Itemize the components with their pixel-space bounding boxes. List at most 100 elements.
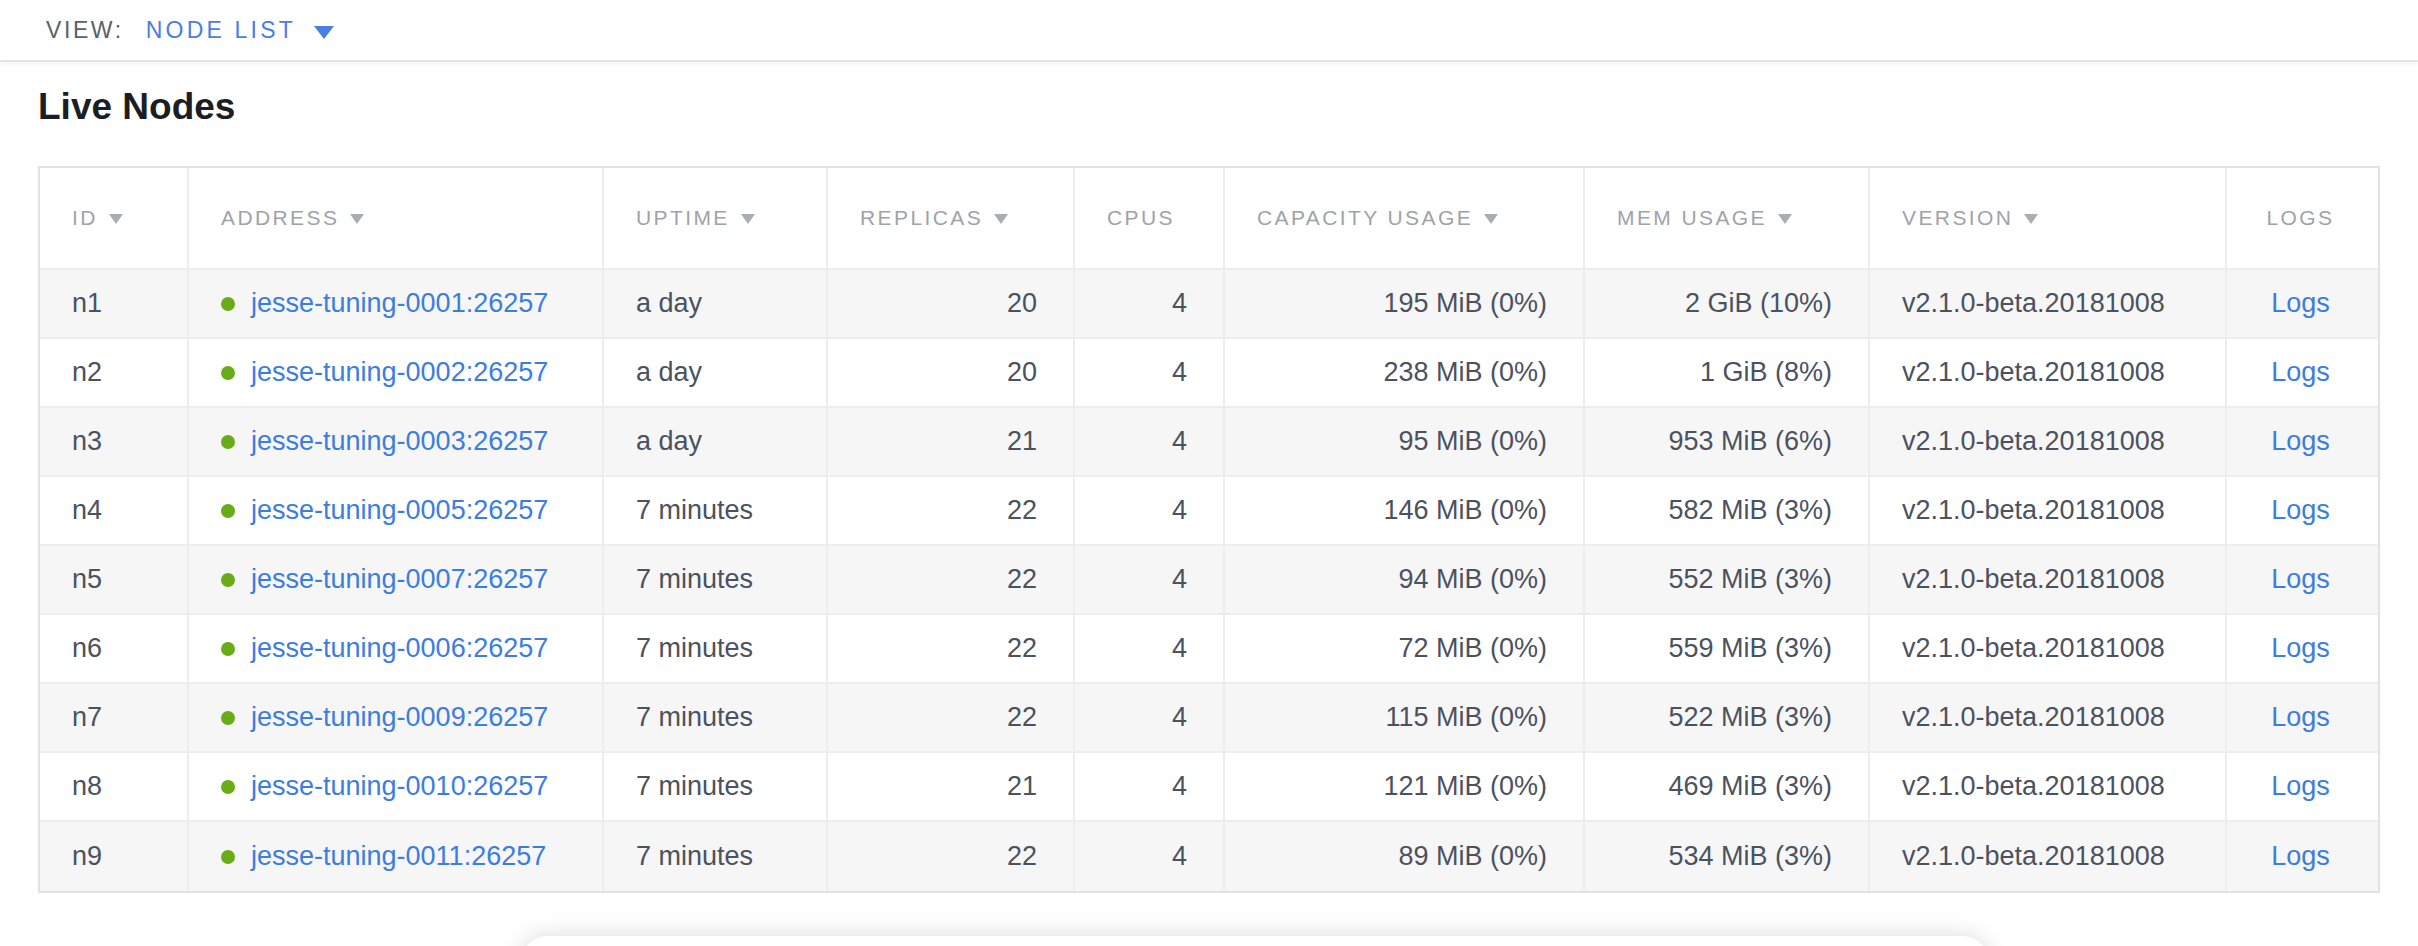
sort-arrow-icon <box>350 214 364 224</box>
logs-link[interactable]: Logs <box>2271 564 2330 594</box>
cell-mem: 552 MiB (3%) <box>1585 546 1870 615</box>
cell-value: n5 <box>72 564 102 594</box>
cell-value: 146 MiB (0%) <box>1383 495 1547 525</box>
column-header-id[interactable]: ID <box>40 168 189 270</box>
cell-value: v2.1.0-beta.20181008 <box>1902 633 2165 663</box>
column-header-replicas[interactable]: REPLICAS <box>828 168 1075 270</box>
node-live-status-icon <box>221 297 235 311</box>
node-live-status-icon <box>221 711 235 725</box>
cell-uptime: 7 minutes <box>604 477 828 546</box>
logs-link[interactable]: Logs <box>2271 702 2330 732</box>
view-dropdown-value[interactable]: NODE LIST <box>146 17 296 44</box>
cell-mem: 953 MiB (6%) <box>1585 408 1870 477</box>
cell-value: 552 MiB (3%) <box>1668 564 1832 594</box>
cell-mem: 534 MiB (3%) <box>1585 822 1870 891</box>
cell-address: jesse-tuning-0005:26257 <box>189 477 604 546</box>
logs-link[interactable]: Logs <box>2271 771 2330 801</box>
cell-value: 7 minutes <box>636 633 753 663</box>
table-header: IDADDRESSUPTIMEREPLICAS CPUS CAPACITY USAG… <box>40 168 2378 270</box>
logs-link[interactable]: Logs <box>2271 841 2330 871</box>
cell-value: 4 <box>1172 633 1187 663</box>
node-address-link[interactable]: jesse-tuning-0011:26257 <box>251 841 546 871</box>
cell-cpus: 4 <box>1075 753 1225 822</box>
cell-logs: Logs <box>2227 753 2378 822</box>
cell-value: v2.1.0-beta.20181008 <box>1902 495 2165 525</box>
cell-value: 94 MiB (0%) <box>1398 564 1547 594</box>
cell-value: 522 MiB (3%) <box>1668 702 1832 732</box>
logs-link[interactable]: Logs <box>2271 495 2330 525</box>
bottom-card-shadow <box>520 936 1990 946</box>
table-row: n8jesse-tuning-0010:262577 minutes214121… <box>40 753 2378 822</box>
column-header-address[interactable]: ADDRESS <box>189 168 604 270</box>
cell-capacity: 94 MiB (0%) <box>1225 546 1585 615</box>
cell-value: n6 <box>72 633 102 663</box>
column-header-mem[interactable]: MEM USAGE <box>1585 168 1870 270</box>
column-header-label: LOGS <box>2267 206 2335 229</box>
cell-logs: Logs <box>2227 270 2378 339</box>
cell-version: v2.1.0-beta.20181008 <box>1870 270 2227 339</box>
cell-replicas: 20 <box>828 339 1075 408</box>
logs-link[interactable]: Logs <box>2271 288 2330 318</box>
cell-value: 4 <box>1172 288 1187 318</box>
cell-value: 582 MiB (3%) <box>1668 495 1832 525</box>
cell-value: 4 <box>1172 564 1187 594</box>
cell-value: a day <box>636 426 702 456</box>
node-address-link[interactable]: jesse-tuning-0003:26257 <box>251 426 548 456</box>
node-address-link[interactable]: jesse-tuning-0007:26257 <box>251 564 548 594</box>
column-header-uptime[interactable]: UPTIME <box>604 168 828 270</box>
table-row: n4jesse-tuning-0005:262577 minutes224146… <box>40 477 2378 546</box>
node-address-link[interactable]: jesse-tuning-0001:26257 <box>251 288 548 318</box>
table-row: n5jesse-tuning-0007:262577 minutes22494 … <box>40 546 2378 615</box>
cell-mem: 1 GiB (8%) <box>1585 339 1870 408</box>
cell-value: 7 minutes <box>636 564 753 594</box>
node-address-link[interactable]: jesse-tuning-0009:26257 <box>251 702 548 732</box>
cell-cpus: 4 <box>1075 477 1225 546</box>
cell-value: 1 GiB (8%) <box>1700 357 1832 387</box>
cell-address: jesse-tuning-0011:26257 <box>189 822 604 891</box>
cell-logs: Logs <box>2227 684 2378 753</box>
node-address-link[interactable]: jesse-tuning-0005:26257 <box>251 495 548 525</box>
logs-link[interactable]: Logs <box>2271 633 2330 663</box>
column-header-version[interactable]: VERSION <box>1870 168 2227 270</box>
cell-capacity: 72 MiB (0%) <box>1225 615 1585 684</box>
page-title: Live Nodes <box>38 86 2418 128</box>
sort-arrow-icon <box>2024 214 2038 224</box>
cell-version: v2.1.0-beta.20181008 <box>1870 408 2227 477</box>
node-address-link[interactable]: jesse-tuning-0010:26257 <box>251 771 548 801</box>
cell-capacity: 146 MiB (0%) <box>1225 477 1585 546</box>
cell-value: n8 <box>72 771 102 801</box>
cell-address: jesse-tuning-0002:26257 <box>189 339 604 408</box>
cell-uptime: 7 minutes <box>604 615 828 684</box>
table-row: n9jesse-tuning-0011:262577 minutes22489 … <box>40 822 2378 891</box>
live-nodes-table: IDADDRESSUPTIMEREPLICAS CPUS CAPACITY USAG… <box>38 166 2380 893</box>
cell-value: 20 <box>1007 357 1037 387</box>
column-header-cpus: CPUS <box>1075 168 1225 270</box>
node-address-link[interactable]: jesse-tuning-0006:26257 <box>251 633 548 663</box>
cell-value: v2.1.0-beta.20181008 <box>1902 288 2165 318</box>
cell-value: 22 <box>1007 495 1037 525</box>
logs-link[interactable]: Logs <box>2271 357 2330 387</box>
cell-id: n1 <box>40 270 189 339</box>
cell-value: 4 <box>1172 771 1187 801</box>
column-header-capacity[interactable]: CAPACITY USAGE <box>1225 168 1585 270</box>
cell-id: n8 <box>40 753 189 822</box>
node-live-status-icon <box>221 642 235 656</box>
cell-uptime: 7 minutes <box>604 753 828 822</box>
cell-value: 4 <box>1172 495 1187 525</box>
cell-value: 95 MiB (0%) <box>1398 426 1547 456</box>
logs-link[interactable]: Logs <box>2271 426 2330 456</box>
cell-logs: Logs <box>2227 339 2378 408</box>
cell-replicas: 20 <box>828 270 1075 339</box>
cell-replicas: 22 <box>828 822 1075 891</box>
cell-value: 22 <box>1007 841 1037 871</box>
cell-value: 7 minutes <box>636 771 753 801</box>
cell-uptime: a day <box>604 408 828 477</box>
column-header-label: CPUS <box>1107 206 1175 229</box>
node-address-link[interactable]: jesse-tuning-0002:26257 <box>251 357 548 387</box>
cell-id: n6 <box>40 615 189 684</box>
table-row: n2jesse-tuning-0002:26257a day204238 MiB… <box>40 339 2378 408</box>
cell-value: n1 <box>72 288 102 318</box>
cell-replicas: 22 <box>828 615 1075 684</box>
cell-logs: Logs <box>2227 477 2378 546</box>
view-dropdown[interactable]: NODE LIST <box>146 17 334 44</box>
